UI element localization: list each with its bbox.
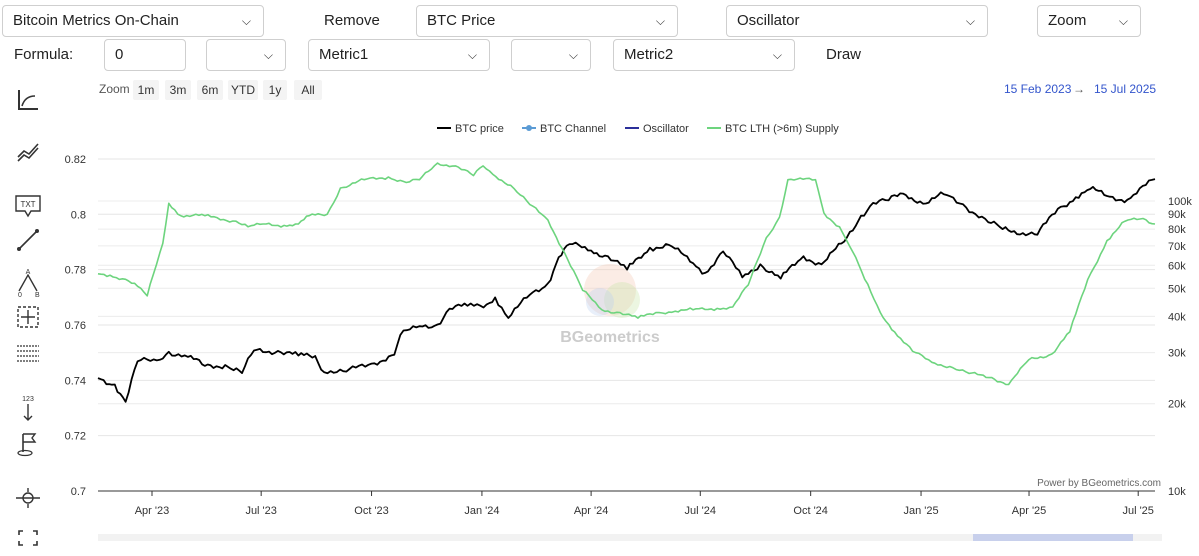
navigator-tool-icon[interactable]	[10, 480, 46, 516]
axis-tool-icon[interactable]	[10, 82, 46, 118]
metric2-select[interactable]: Metric2 ⌵	[613, 39, 795, 71]
range-button-6m[interactable]: 6m	[197, 80, 223, 100]
chevron-down-icon: ⌵	[1118, 14, 1128, 28]
formula-label: Formula:	[14, 46, 74, 63]
range-zoom-label: Zoom	[99, 82, 130, 96]
x-tick-label: Apr '23	[135, 505, 170, 517]
metric1-label: Metric1	[319, 46, 369, 63]
metric1-select[interactable]: Metric1 ⌵	[308, 39, 490, 71]
range-button-3m[interactable]: 3m	[165, 80, 191, 100]
series-line-lth-supply	[97, 162, 1156, 386]
right-tick-label: 60k	[1168, 260, 1186, 272]
legend-entry: BTC LTH (>6m) Supply	[725, 123, 839, 135]
x-tick-label: Oct '24	[793, 505, 828, 517]
fibonacci-tool-icon[interactable]	[10, 336, 46, 372]
range-button-ytd[interactable]: YTD	[228, 80, 258, 100]
left-tick-label: 0.8	[71, 209, 86, 221]
x-tick-label: Jul '24	[685, 505, 716, 517]
measure-tool-icon[interactable]	[10, 299, 46, 335]
fullscreen-tool-icon[interactable]	[10, 520, 46, 556]
watermark: BGeometrics	[560, 264, 660, 346]
x-tick-label: Jul '23	[245, 505, 276, 517]
range-arrow: →	[1073, 82, 1085, 96]
formula-input[interactable]: 0	[104, 39, 186, 71]
line-tool-icon[interactable]	[10, 222, 46, 258]
chevron-down-icon: ⌵	[655, 14, 665, 28]
range-button-all[interactable]: All	[294, 80, 322, 100]
svg-text:TXT: TXT	[20, 200, 35, 209]
left-tick-label: 0.72	[65, 431, 86, 443]
right-tick-label: 40k	[1168, 311, 1186, 323]
zoom-select-label: Zoom	[1048, 12, 1087, 29]
draw-button[interactable]: Draw	[826, 46, 862, 63]
legend-marker	[526, 125, 532, 131]
metric2-label: Metric2	[624, 46, 674, 63]
chevron-down-icon: ⌵	[568, 48, 578, 62]
pattern-tool-icon[interactable]: A 0 B	[10, 264, 46, 300]
left-tick-label: 0.74	[65, 375, 86, 387]
right-tick-label: 50k	[1168, 283, 1186, 295]
left-tick-label: 0.78	[65, 265, 86, 277]
navigator-track[interactable]	[98, 534, 1162, 541]
oscillator-label: Oscillator	[737, 12, 800, 29]
drawing-toolbar: TXT A 0 B 123	[0, 74, 56, 546]
left-tick-label: 0.76	[65, 320, 86, 332]
left-tick-label: 0.7	[71, 486, 86, 498]
x-tick-label: Jan '24	[464, 505, 499, 517]
trendline-tool-icon[interactable]	[10, 134, 46, 170]
remove-button[interactable]: Remove	[324, 12, 380, 29]
metric-category-select[interactable]: Bitcoin Metrics On-Chain ⌵	[2, 5, 264, 37]
navigator-window[interactable]	[973, 534, 1133, 541]
series-line-btc-price	[97, 178, 1156, 403]
right-tick-label: 80k	[1168, 224, 1186, 236]
x-tick-label: Apr '24	[574, 505, 609, 517]
text-tool-icon[interactable]: TXT	[10, 188, 46, 224]
watermark-text: BGeometrics	[560, 329, 660, 346]
right-tick-label: 30k	[1168, 348, 1186, 360]
chevron-down-icon: ⌵	[965, 14, 975, 28]
legend-entry: Oscillator	[643, 123, 689, 135]
legend-entry: BTC Channel	[540, 123, 606, 135]
chevron-down-icon: ⌵	[467, 48, 477, 62]
flag-tool-icon[interactable]	[10, 426, 46, 462]
svg-text:B: B	[35, 292, 40, 297]
credit-text: Power by BGeometrics.com	[1037, 478, 1161, 489]
zoom-select[interactable]: Zoom ⌵	[1037, 5, 1141, 37]
x-tick-label: Oct '23	[354, 505, 389, 517]
x-tick-label: Apr '25	[1012, 505, 1047, 517]
range-to-date[interactable]: 15 Jul 2025	[1094, 82, 1157, 96]
right-tick-label: 10k	[1168, 486, 1186, 498]
metric-category-label: Bitcoin Metrics On-Chain	[13, 12, 179, 29]
right-tick-label: 70k	[1168, 241, 1186, 253]
counter-tool-icon[interactable]: 123	[10, 390, 46, 426]
svg-text:A: A	[26, 269, 31, 276]
oscillator-select[interactable]: Oscillator ⌵	[726, 5, 988, 37]
range-from-date[interactable]: 15 Feb 2023	[1004, 82, 1072, 96]
chevron-down-icon: ⌵	[263, 48, 273, 62]
right-tick-label: 90k	[1168, 209, 1186, 221]
chart-area: BGeometrics 0.82 0.8 0.78 0.76 0.74 0.72 0.7 1…	[65, 123, 1192, 541]
chevron-down-icon: ⌵	[772, 48, 782, 62]
range-button-1y[interactable]: 1y	[263, 80, 287, 100]
legend-entry: BTC price	[455, 123, 504, 135]
left-tick-label: 0.82	[65, 154, 86, 166]
operator-select-2[interactable]: ⌵	[511, 39, 591, 71]
range-button-1m[interactable]: 1m	[133, 80, 159, 100]
operator-select-1[interactable]: ⌵	[206, 39, 286, 71]
price-series-select[interactable]: BTC Price ⌵	[416, 5, 678, 37]
chevron-down-icon: ⌵	[241, 14, 251, 28]
svg-text:0: 0	[18, 292, 22, 297]
price-series-label: BTC Price	[427, 12, 496, 29]
right-tick-label: 20k	[1168, 399, 1186, 411]
x-tick-label: Jan '25	[903, 505, 938, 517]
right-tick-label: 100k	[1168, 196, 1192, 208]
x-tick-label: Jul '25	[1122, 505, 1153, 517]
svg-text:123: 123	[22, 396, 34, 403]
